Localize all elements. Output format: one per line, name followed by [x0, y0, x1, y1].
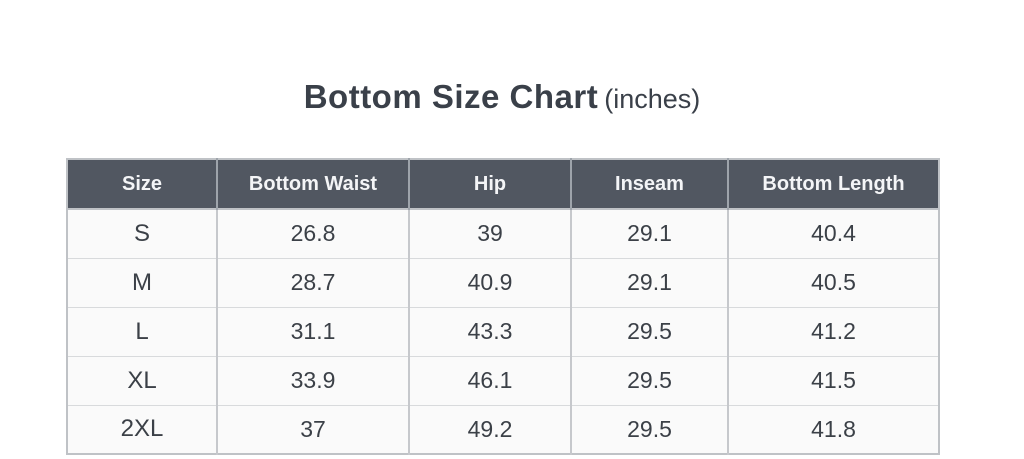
value-cell: 33.9 — [216, 355, 409, 405]
value-cell: 46.1 — [408, 355, 571, 405]
table-header: Size Bottom Waist Hip Inseam Bottom Length — [67, 159, 939, 209]
value-cell: 37 — [216, 404, 409, 454]
column-header-bottom-waist: Bottom Waist — [216, 159, 409, 209]
table-row: M 28.7 40.9 29.1 40.5 — [67, 257, 939, 307]
value-cell: 40.5 — [727, 257, 939, 307]
value-cell: 43.3 — [408, 306, 571, 356]
size-cell: M — [67, 257, 217, 307]
column-header-hip: Hip — [408, 159, 571, 209]
value-cell: 29.5 — [570, 404, 728, 454]
table-body: S 26.8 39 29.1 40.4 M 28.7 40.9 29.1 40.5 L 31.1 43.… — [67, 208, 939, 454]
table-row: L 31.1 43.3 29.5 41.2 — [67, 306, 939, 356]
size-cell: S — [67, 208, 217, 258]
value-cell: 31.1 — [216, 306, 409, 356]
table-row: XL 33.9 46.1 29.5 41.5 — [67, 355, 939, 405]
table-row: 2XL 37 49.2 29.5 41.8 — [67, 404, 939, 454]
size-cell: XL — [67, 355, 217, 405]
value-cell: 26.8 — [216, 208, 409, 258]
page-title: Bottom Size Chart (inches) — [66, 78, 938, 116]
title-suffix: (inches) — [604, 84, 701, 114]
value-cell: 41.8 — [727, 404, 939, 454]
column-header-size: Size — [67, 159, 217, 209]
value-cell: 40.4 — [727, 208, 939, 258]
value-cell: 28.7 — [216, 257, 409, 307]
value-cell: 29.5 — [570, 306, 728, 356]
size-cell: L — [67, 306, 217, 356]
column-header-bottom-length: Bottom Length — [727, 159, 939, 209]
value-cell: 41.5 — [727, 355, 939, 405]
size-cell: 2XL — [67, 404, 217, 454]
table-row: S 26.8 39 29.1 40.4 — [67, 208, 939, 258]
size-chart-table: Size Bottom Waist Hip Inseam Bottom Length S… — [66, 158, 940, 455]
column-header-inseam: Inseam — [570, 159, 728, 209]
header-row: Size Bottom Waist Hip Inseam Bottom Length — [67, 159, 939, 209]
value-cell: 29.1 — [570, 257, 728, 307]
value-cell: 41.2 — [727, 306, 939, 356]
value-cell: 29.5 — [570, 355, 728, 405]
value-cell: 29.1 — [570, 208, 728, 258]
value-cell: 49.2 — [408, 404, 571, 454]
title-main: Bottom Size Chart — [303, 78, 599, 115]
value-cell: 40.9 — [408, 257, 571, 307]
value-cell: 39 — [408, 208, 571, 258]
